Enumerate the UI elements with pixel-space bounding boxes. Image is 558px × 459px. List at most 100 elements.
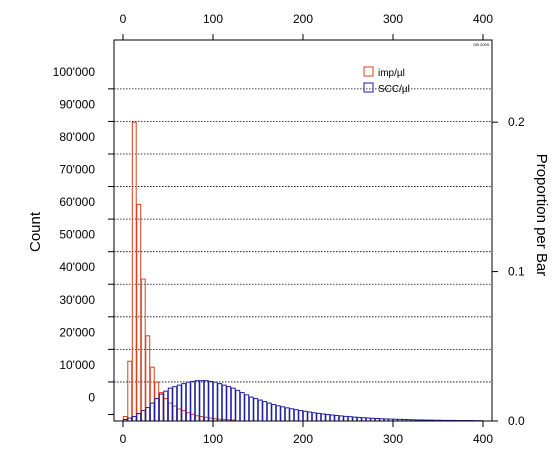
x-tick-label-bottom-3: 300: [383, 432, 403, 446]
bar: [290, 409, 294, 421]
y-tick-label-left-5: 50'000: [59, 228, 95, 242]
bar: [213, 382, 217, 421]
bar: [218, 384, 222, 421]
x-tick-label-top-2: 200: [293, 12, 313, 26]
y-tick-label-right-0: 0.0: [508, 414, 525, 428]
bar: [321, 414, 325, 421]
bar: [150, 403, 154, 421]
bar: [272, 405, 276, 421]
bar: [141, 411, 145, 421]
bar: [335, 415, 339, 421]
bar: [254, 399, 258, 421]
bar: [177, 385, 181, 421]
bar: [200, 381, 204, 421]
bar: [173, 387, 177, 421]
bar: [276, 406, 280, 421]
bar: [344, 416, 348, 421]
bar: [236, 390, 240, 421]
bar: [141, 279, 145, 421]
bar: [132, 122, 136, 421]
y-tick-label-left-8: 80'000: [59, 130, 95, 144]
bar: [353, 417, 357, 421]
bar: [137, 204, 141, 421]
bar: [128, 361, 132, 421]
y-tick-label-left-9: 90'000: [59, 97, 95, 111]
bar: [137, 414, 141, 421]
x-tick-label-top-0: 0: [120, 12, 127, 26]
legend-swatch-0: [364, 67, 373, 76]
bar: [308, 412, 312, 421]
legend-label-0: imp/µl: [378, 68, 405, 79]
bar: [168, 388, 172, 421]
y-tick-label-right-2: 0.2: [508, 115, 525, 129]
y-tick-label-left-4: 40'000: [59, 260, 95, 274]
x-tick-label-bottom-0: 0: [120, 432, 127, 446]
bar: [326, 415, 330, 421]
bar: [132, 417, 136, 421]
y-tick-label-left-1: 10'000: [59, 358, 95, 372]
bar: [263, 402, 267, 421]
bar: [281, 407, 285, 421]
series-0-bars: [123, 122, 235, 421]
y-tick-label-left-2: 20'000: [59, 325, 95, 339]
bar: [258, 400, 262, 421]
bar: [200, 417, 204, 421]
x-tick-label-bottom-1: 100: [203, 432, 223, 446]
y-tick-label-left-3: 30'000: [59, 293, 95, 307]
bar: [209, 381, 213, 421]
bar: [164, 391, 168, 421]
y-tick-label-left-0: 0: [88, 390, 95, 404]
x-tick-label-top-1: 100: [203, 12, 223, 26]
x-tick-label-top-3: 300: [383, 12, 403, 26]
x-tick-label-bottom-2: 200: [293, 432, 313, 446]
bar: [357, 417, 361, 421]
bar: [191, 414, 195, 421]
series-1-bars: [123, 381, 482, 421]
bar: [123, 417, 127, 421]
legend-swatch-1: [364, 83, 373, 92]
bar: [173, 406, 177, 421]
bar: [191, 381, 195, 421]
bar: [204, 417, 208, 421]
bar: [240, 393, 244, 421]
y-axis-title-right: Proportion per Bar: [533, 154, 550, 277]
y-tick-label-right-1: 0.1: [508, 265, 525, 279]
bar: [267, 403, 271, 421]
bar: [204, 381, 208, 421]
bar: [177, 409, 181, 421]
y-tick-label-left-7: 70'000: [59, 163, 95, 177]
bar: [245, 395, 249, 421]
bar: [195, 381, 199, 421]
bar: [182, 411, 186, 421]
bar: [195, 416, 199, 421]
bar: [155, 382, 159, 421]
bar: [294, 410, 298, 421]
bar: [303, 411, 307, 421]
bar: [150, 367, 154, 421]
bar: [231, 388, 235, 421]
bar: [186, 382, 190, 421]
bar: [155, 399, 159, 421]
y-axis-title-left: Count: [27, 211, 44, 252]
legend-label-1: SCC/µl: [378, 84, 410, 95]
bar: [146, 336, 150, 421]
bar: [330, 415, 334, 421]
bar: [159, 393, 163, 421]
bar: [222, 385, 226, 421]
y-tick-label-left-6: 60'000: [59, 195, 95, 209]
bar: [299, 411, 303, 421]
watermark-text: GB 2009: [473, 42, 490, 47]
bar: [285, 408, 289, 421]
bar: [146, 408, 150, 421]
bar: [249, 397, 253, 421]
bar: [312, 413, 316, 421]
x-tick-label-top-4: 400: [473, 12, 493, 26]
bar: [348, 417, 352, 421]
y-tick-label-left-10: 100'000: [53, 65, 96, 79]
plot-frame: [114, 40, 492, 421]
bar: [159, 394, 163, 421]
bar: [227, 387, 231, 421]
bar: [339, 416, 343, 421]
bar: [182, 384, 186, 421]
